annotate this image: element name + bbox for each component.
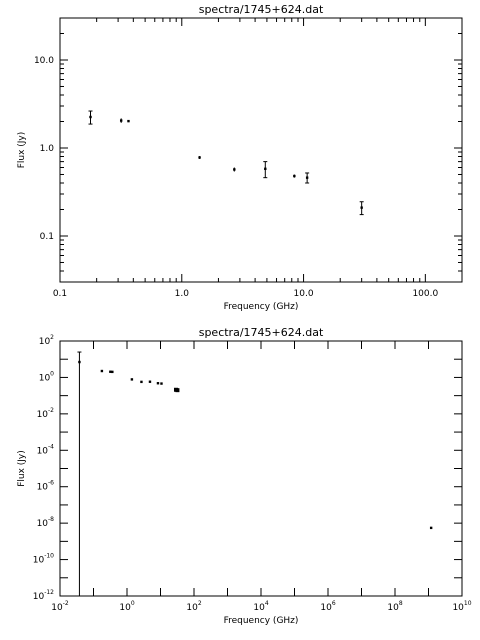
x-tick-label: 104 <box>253 600 268 613</box>
y-tick-label: 10-12 <box>33 589 54 602</box>
y-tick-label: 10-8 <box>37 516 55 529</box>
x-tick-label: 100.0 <box>412 289 438 299</box>
x-tick-label: 100 <box>119 600 134 613</box>
x-tick-label: 1.0 <box>175 289 190 299</box>
y-tick-label: 100 <box>39 370 54 383</box>
data-point <box>429 526 433 530</box>
data-point <box>77 351 82 596</box>
data-point <box>130 378 134 381</box>
x-tick-label: 0.1 <box>53 289 67 299</box>
x-axis-label: Frequency (GHz) <box>224 302 299 312</box>
chart-title: spectra/1745+624.dat <box>199 326 324 339</box>
y-tick-label: 10-10 <box>33 553 54 566</box>
data-point <box>263 161 268 179</box>
data-point <box>233 167 236 172</box>
data-point <box>127 119 130 123</box>
x-tick-label: 1010 <box>452 600 471 613</box>
x-tick-label: 10-2 <box>51 600 69 613</box>
x-tick-label: 10.0 <box>294 289 314 299</box>
y-tick-label: 10.0 <box>34 56 54 66</box>
x-tick-label: 102 <box>186 600 201 613</box>
plot-frame <box>59 340 463 597</box>
y-tick-label: 0.1 <box>40 232 54 242</box>
x-tick-label: 108 <box>387 600 402 613</box>
data-point <box>111 370 114 374</box>
y-tick-label: 10-6 <box>37 480 55 493</box>
y-tick-label: 102 <box>39 334 54 347</box>
x-axis-label: Frequency (GHz) <box>224 616 299 626</box>
data-point <box>293 174 296 178</box>
data-point <box>119 118 123 123</box>
data-point <box>198 156 201 159</box>
data-point <box>88 110 93 125</box>
data-point <box>156 382 160 385</box>
chart-title: spectra/1745+624.dat <box>199 3 324 16</box>
data-point <box>160 382 163 385</box>
data-point <box>100 369 104 373</box>
data-point <box>140 380 143 384</box>
y-tick-label: 10-4 <box>37 443 55 456</box>
y-tick-label: 1.0 <box>40 144 55 154</box>
data-point <box>175 388 180 393</box>
data-point <box>305 172 310 184</box>
data-point <box>359 201 364 216</box>
y-tick-label: 10-2 <box>37 407 55 420</box>
plot-frame <box>59 17 463 283</box>
y-axis-label: Flux (Jy) <box>17 450 27 487</box>
data-point <box>148 380 152 383</box>
chart-bottom: spectra/1745+624.dat Frequency (GHz) Flux … <box>17 326 472 626</box>
x-tick-label: 106 <box>320 600 335 613</box>
data-point <box>109 370 112 373</box>
chart-top: spectra/1745+624.dat Frequency (GHz) Flux … <box>17 3 463 312</box>
y-axis-label: Flux (Jy) <box>17 132 27 169</box>
